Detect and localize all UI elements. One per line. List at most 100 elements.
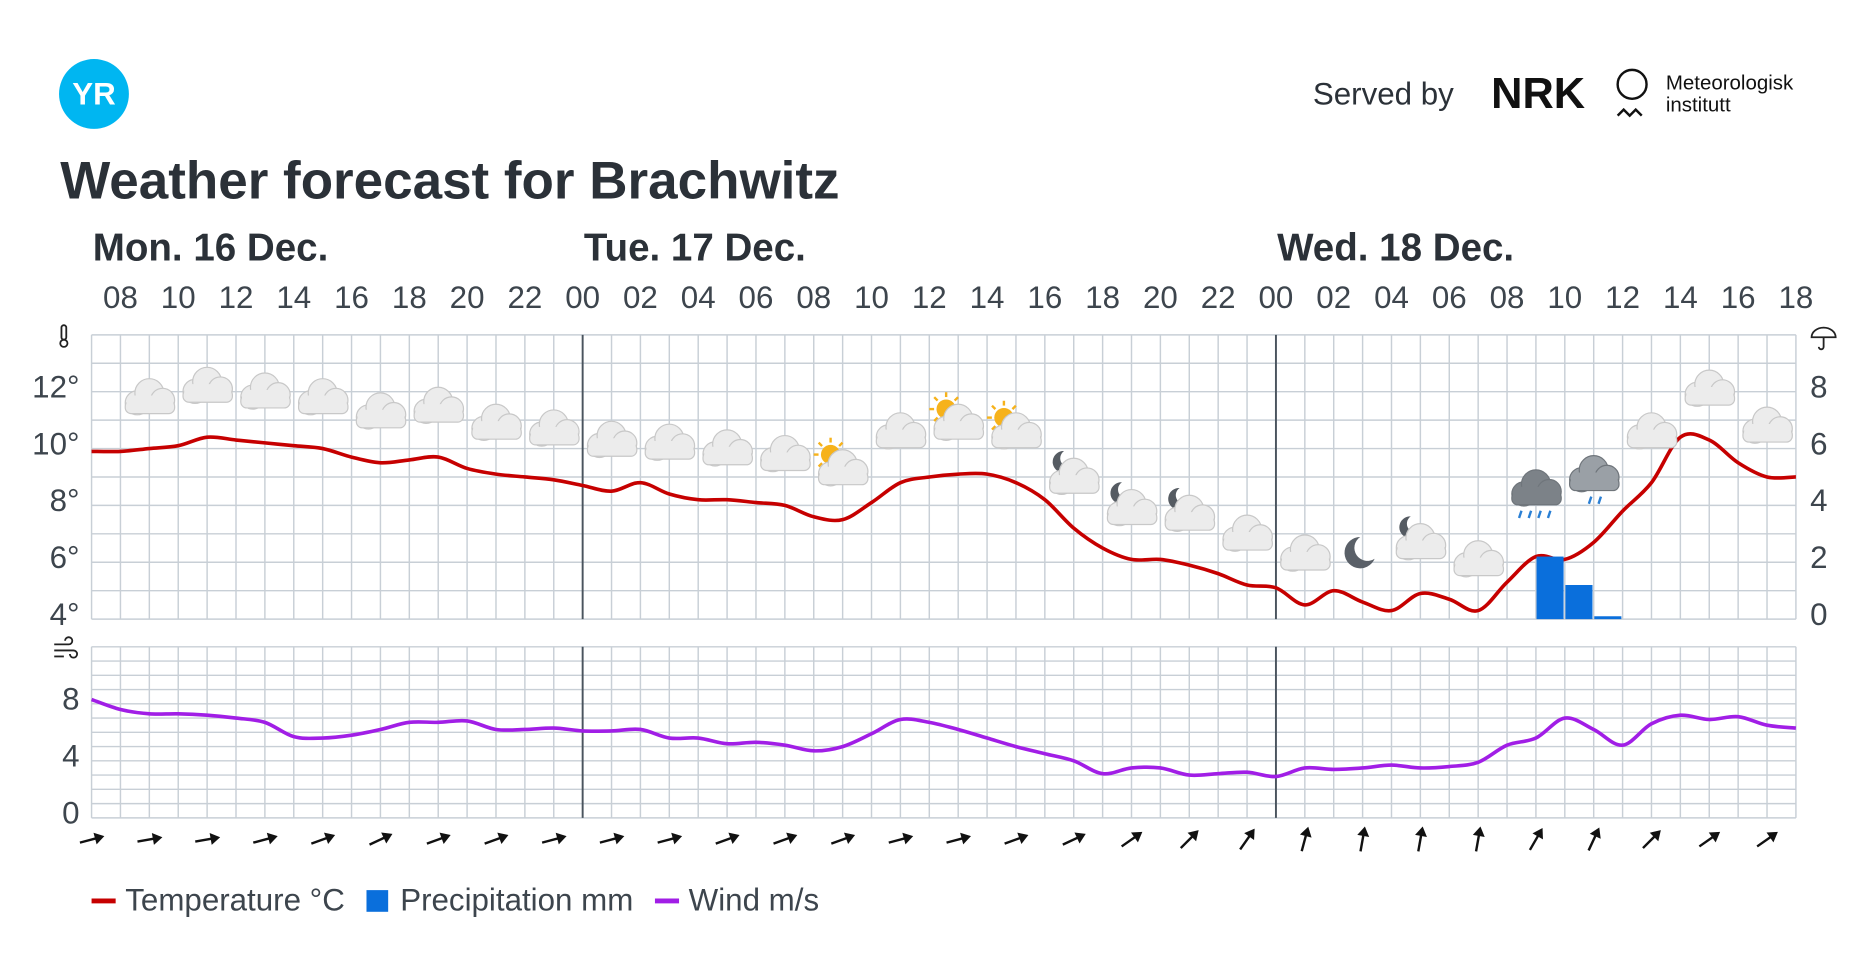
wind-arrow <box>79 832 105 845</box>
weather-icon <box>644 423 696 461</box>
wind-arrow-head <box>555 832 567 845</box>
cloud-part <box>761 452 809 470</box>
sun-ray <box>953 396 959 402</box>
legend-label: Precipitation mm <box>400 882 633 917</box>
day-label: Tue. 17 Dec. <box>584 227 806 270</box>
thermometer-icon <box>59 324 69 348</box>
moon <box>1344 537 1375 569</box>
wind-tick-label: 8 <box>62 682 79 717</box>
legend-label: Temperature °C <box>125 882 345 917</box>
precip-bar <box>1536 556 1564 620</box>
temperature-line <box>91 432 1796 613</box>
wind-arrow <box>1357 826 1370 852</box>
chart-title: Weather forecast for Brachwitz <box>60 151 839 210</box>
x-tick-label: 04 <box>681 280 716 315</box>
wind-arrow-head <box>1649 830 1661 842</box>
wind-arrow <box>1299 826 1312 852</box>
umbrella-icon <box>1810 326 1837 351</box>
x-tick-label: 16 <box>334 280 369 315</box>
weather-icon <box>760 434 811 473</box>
wind-arrow <box>484 832 509 845</box>
wind-arrow <box>310 832 336 845</box>
wind-arrow <box>1179 830 1199 849</box>
wind-arrow-head <box>323 832 336 844</box>
cloud-part <box>704 446 752 464</box>
wind-arrow-head <box>728 832 740 844</box>
weather-icon <box>586 420 638 459</box>
y-tick-label: 8° <box>50 483 80 518</box>
wind-arrow <box>1239 828 1255 851</box>
y2-tick-label: 2 <box>1810 540 1827 575</box>
cloud-part <box>877 429 925 447</box>
wind-arrow-head <box>381 832 393 844</box>
wind-arrow-head <box>93 832 105 845</box>
wind-arrow <box>195 832 221 845</box>
wind-arrow-head <box>1589 827 1601 839</box>
sun-ray <box>991 425 997 431</box>
day-label: Mon. 16 Dec. <box>93 227 329 270</box>
cloud-part <box>1224 531 1272 549</box>
cloud-part <box>299 395 347 413</box>
day-label: Wed. 18 Dec. <box>1277 227 1514 270</box>
wind-arrow-head <box>786 832 798 844</box>
cloud-part <box>1744 423 1792 441</box>
y2-tick-label: 8 <box>1810 370 1827 405</box>
rain-drop <box>1527 510 1533 519</box>
wind-arrow <box>137 832 163 845</box>
cloud-part <box>993 429 1041 447</box>
y-tick-label: 6° <box>50 540 80 575</box>
x-tick-label: 12 <box>1605 280 1640 315</box>
cloud-part <box>819 466 867 484</box>
logo: YR <box>72 77 115 112</box>
cloud-part <box>1108 506 1156 524</box>
precip-bar <box>1565 584 1593 620</box>
wind-arrow <box>1120 831 1143 848</box>
wind-arrow <box>369 832 393 846</box>
cloud-part <box>1513 486 1561 504</box>
weather-icon <box>1106 482 1158 527</box>
weather-icon <box>240 372 291 410</box>
weather-icon <box>1049 451 1100 496</box>
x-tick-label: 08 <box>1490 280 1525 315</box>
x-tick-label: 00 <box>565 280 600 315</box>
wind-arrow <box>888 832 914 845</box>
partner-logo: NRK <box>1491 70 1585 118</box>
cloud-part <box>357 409 405 427</box>
cloud-part <box>1397 540 1445 558</box>
x-tick-label: 22 <box>507 280 542 315</box>
wind-arrow <box>1004 832 1029 845</box>
wind-arrow <box>830 832 856 845</box>
institute-name: institutt <box>1666 93 1731 116</box>
wind-arrow <box>1062 832 1086 846</box>
wind-arrow <box>1642 830 1661 849</box>
x-tick-label: 06 <box>1432 280 1467 315</box>
weather-icon <box>1742 406 1793 444</box>
wind-arrow <box>1528 828 1543 851</box>
wind-arrow-head <box>151 832 163 845</box>
x-tick-label: 18 <box>1779 280 1814 315</box>
sun-ray <box>991 404 997 410</box>
cloud-part <box>588 438 636 456</box>
wind-arrow-head <box>1131 831 1143 843</box>
wind-arrow <box>252 832 278 845</box>
served-by: Served by <box>1313 77 1454 112</box>
x-tick-label: 16 <box>1027 280 1062 315</box>
weather-icon <box>529 409 580 447</box>
weather-icon <box>702 429 753 467</box>
wind-arrow <box>946 832 971 845</box>
wind-arrow <box>657 832 683 845</box>
cloud-part <box>530 426 578 444</box>
y2-tick-label: 6 <box>1810 426 1827 461</box>
wind-arrow-head <box>1017 832 1029 844</box>
weather-icon <box>1395 516 1447 561</box>
y-tick-label: 4° <box>50 597 80 632</box>
x-tick-label: 08 <box>796 280 831 315</box>
weather-icon <box>471 403 522 442</box>
y2-tick-label: 0 <box>1810 597 1827 632</box>
weather-icon <box>1164 487 1216 532</box>
precip-bar <box>1594 616 1622 620</box>
wind-arrow <box>715 832 740 845</box>
sun-ray <box>838 441 844 447</box>
x-tick-label: 10 <box>1547 280 1582 315</box>
